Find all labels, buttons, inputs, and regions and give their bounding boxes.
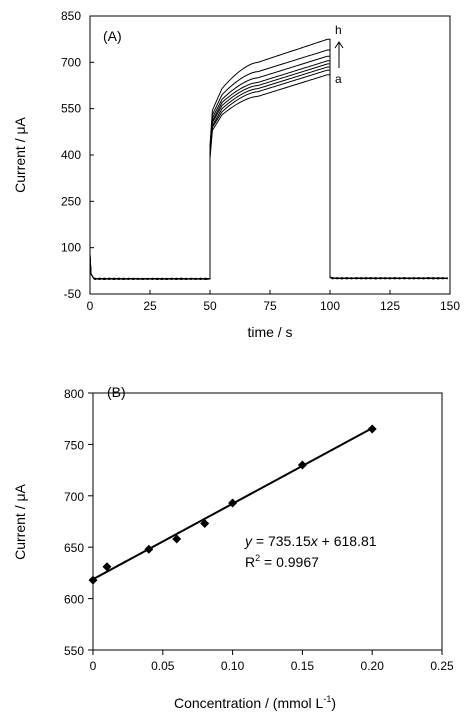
a-x-tick-label: 125 <box>380 299 400 313</box>
annotation-a: a <box>335 72 342 86</box>
panel-a-x-ticks: 0 25 50 75 100 125 150 <box>87 290 460 313</box>
a-series-line <box>89 63 448 281</box>
r-squared-sup: 2 <box>255 553 260 563</box>
b-data-point <box>228 498 238 508</box>
panel-a-y-ticks: -50 100 250 400 550 700 850 <box>61 9 94 301</box>
a-x-tick-label: 0 <box>87 299 94 313</box>
panel-b-xlabel-sup: -1 <box>323 694 331 704</box>
fit-equation-tail: + 618.81 <box>318 533 377 549</box>
b-x-tick-label: 0 <box>90 659 97 673</box>
b-data-point <box>200 519 210 529</box>
fit-equation: y = 735.15x + 618.81 <box>244 533 377 549</box>
b-y-tick-label: 550 <box>64 644 84 658</box>
a-y-tick-label: 850 <box>61 9 81 23</box>
b-y-tick-label: 700 <box>64 490 84 504</box>
a-x-tick-label: 150 <box>440 299 460 313</box>
r-squared-value: = 0.9967 <box>260 554 319 570</box>
b-data-point <box>102 562 112 572</box>
arrow-up-icon <box>334 41 344 68</box>
b-x-tick-label: 0.15 <box>291 659 315 673</box>
a-series-line <box>89 66 448 281</box>
b-y-tick-label: 650 <box>64 541 84 555</box>
a-x-tick-label: 50 <box>203 299 217 313</box>
panel-b-plot-frame <box>92 392 443 651</box>
a-x-tick-label: 100 <box>320 299 340 313</box>
b-data-point <box>144 544 154 554</box>
a-series-line <box>89 74 448 281</box>
panel-a-plot-frame <box>89 15 451 295</box>
panel-b-xlabel-end: ) <box>331 695 336 711</box>
r-squared-base: R <box>245 554 255 570</box>
b-data-point <box>297 460 307 470</box>
b-data-point <box>172 534 182 544</box>
b-x-tick-label: 0.20 <box>361 659 385 673</box>
a-series-line <box>89 55 448 281</box>
panel-b-label: (B) <box>107 384 126 400</box>
b-data-point <box>88 575 98 585</box>
a-y-tick-label: -50 <box>64 287 82 301</box>
annotation-h: h <box>335 23 342 37</box>
a-y-tick-label: 250 <box>61 194 81 208</box>
a-y-tick-label: 550 <box>61 102 81 116</box>
panel-b: 0 0.05 0.10 0.15 0.20 0.25 550 600 650 700 750 800… <box>12 384 454 711</box>
r-squared: R2 = 0.9967 <box>245 553 319 570</box>
a-x-tick-label: 25 <box>143 299 157 313</box>
b-y-tick-label: 750 <box>64 438 84 452</box>
panel-b-points <box>88 424 377 585</box>
fit-equation-x: x <box>310 533 319 549</box>
panel-b-y-ticks: 550 600 650 700 750 800 <box>64 387 93 658</box>
panel-a-series <box>89 38 448 281</box>
b-x-tick-label: 0.25 <box>430 659 454 673</box>
panel-b-xlabel-main: Concentration / (mmol L <box>174 695 324 711</box>
panel-a: 0 25 50 75 100 125 150 -50 100 250 400 550 700 850 (… <box>12 9 460 340</box>
b-data-point <box>367 424 377 434</box>
panel-a-label: (A) <box>103 28 122 44</box>
a-series-line <box>89 69 448 281</box>
a-y-tick-label: 400 <box>61 148 81 162</box>
a-y-tick-label: 100 <box>61 241 81 255</box>
b-x-tick-label: 0.05 <box>151 659 175 673</box>
a-y-tick-label: 700 <box>61 55 81 69</box>
b-y-tick-label: 800 <box>64 387 84 401</box>
b-x-tick-label: 0.10 <box>221 659 245 673</box>
panel-b-xlabel: Concentration / (mmol L-1) <box>174 694 336 711</box>
fit-equation-y: y <box>244 533 253 549</box>
b-y-tick-label: 600 <box>64 593 84 607</box>
a-series-line <box>89 60 448 281</box>
a-x-tick-label: 75 <box>263 299 277 313</box>
panel-a-xlabel: time / s <box>247 324 292 340</box>
panel-b-ylabel: Current / μA <box>12 483 28 559</box>
fit-equation-rest: = 735.15 <box>252 533 311 549</box>
a-series-line <box>89 38 448 281</box>
panel-b-x-ticks: 0 0.05 0.10 0.15 0.20 0.25 <box>90 650 454 673</box>
a-series-line <box>89 49 448 281</box>
panel-a-ylabel: Current / μA <box>12 116 28 192</box>
